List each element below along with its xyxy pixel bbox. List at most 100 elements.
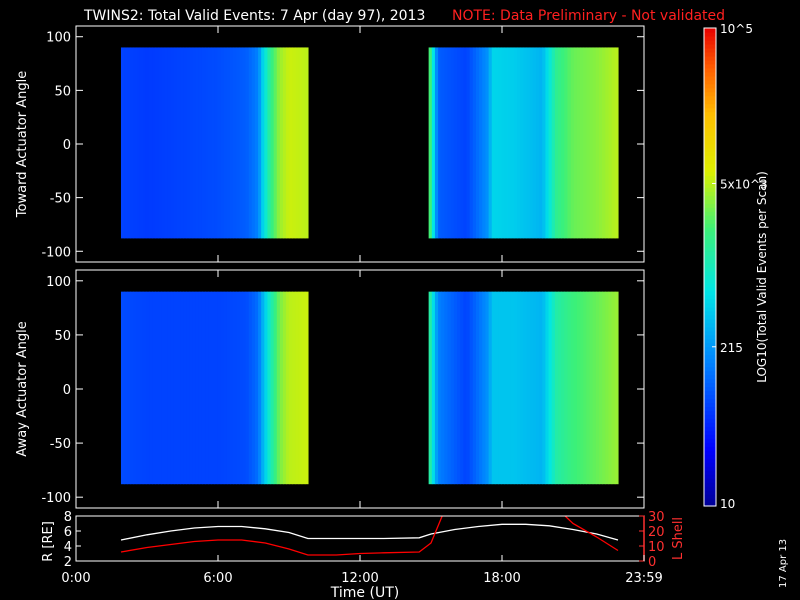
heatmap-cell [444,47,449,239]
heatmap-cell [130,291,135,485]
heatmap-cell [434,291,439,485]
colorbar-swatch [704,35,716,41]
heatmap-cell [472,291,477,485]
heatmap-cell [472,47,477,239]
heatmap-cell [564,47,569,239]
heatmap-cell [124,47,128,239]
heatmap-cell [482,291,487,485]
colorbar-swatch [704,143,716,149]
heatmap-cell [183,47,188,239]
heatmap-cell [304,291,309,485]
heatmap-cell [304,47,309,239]
colorbar-swatch [704,334,716,340]
heatmap-cell [170,47,175,239]
heatmap-cell [286,291,290,485]
heatmap-cell [145,47,150,239]
colorbar-swatch [704,175,716,180]
heatmap-cell [450,47,455,239]
heatmap-cell [136,291,141,485]
heatmap-cell [211,47,216,239]
heatmap-cell [576,47,581,239]
heatmap-cell [539,47,543,239]
heatmap-cell [611,47,616,239]
heatmap-cell [276,47,281,239]
colorbar-swatch [704,123,716,129]
heatmap-cell [535,47,540,239]
y-tick-label: 2 [64,555,72,570]
colorbar-swatch [704,322,716,328]
heatmap-cell [251,291,256,485]
colorbar-swatch [704,350,716,356]
heatmap-cell [217,47,222,239]
heatmap-cell [520,291,524,485]
heatmap-cell [434,47,439,239]
colorbar-swatch [704,59,716,65]
heatmap-cell [158,47,163,239]
colorbar-swatch [704,494,716,499]
heatmap-cell [205,47,209,239]
colorbar-swatch [704,227,716,232]
heatmap-cell [460,291,464,485]
colorbar-swatch [704,338,716,344]
colorbar-swatch [704,358,716,364]
x-tick-label: 18:00 [483,571,520,586]
heatmap-cell [226,291,231,485]
heatmap-cell [164,47,169,239]
heatmap-cell [485,47,490,239]
heatmap-cell [298,47,303,239]
heatmap-cell [580,47,584,239]
colorbar-swatch [704,458,716,463]
heatmap-cell [180,47,184,239]
colorbar-swatch [704,243,716,248]
colorbar-swatch [704,310,716,316]
colorbar-swatch [704,43,716,49]
heatmap-cell [453,291,458,485]
colorbar-swatch [704,179,716,184]
colorbar-swatch [704,167,716,172]
colorbar-swatch [704,67,716,73]
heatmap-cell [133,47,138,239]
colorbar-swatch [704,482,716,487]
heatmap-cell [245,291,250,485]
heatmap-cell [183,291,188,485]
colorbar-swatch [704,63,716,69]
heatmap-cell [270,47,275,239]
heatmap-cell [164,291,169,485]
lshell-line [120,516,619,556]
colorbar-swatch [704,386,716,392]
colorbar-swatch [704,203,716,208]
heatmap-cell [189,291,194,485]
colorbar-swatch [704,438,716,443]
colorbar-swatch [704,183,716,188]
heatmap-cell [295,47,300,239]
heatmap-cell [542,291,546,485]
colorbar-swatch [704,187,716,192]
heatmap-cell [475,47,480,239]
colorbar-swatch [704,235,716,240]
heatmap-cell [139,291,144,485]
heatmap-cell [507,47,512,239]
y-tick-label: 50 [54,84,71,99]
y-tick-label: 6 [64,525,72,540]
heatmap-cell [507,291,512,485]
colorbar-swatch [704,434,716,439]
heatmap-cell [201,291,206,485]
heatmap-cell [180,291,184,485]
heatmap-cell [605,47,610,239]
heatmap-cell [217,291,222,485]
y2-tick-label: 20 [648,525,665,540]
heatmap-cell [608,291,613,485]
heatmap-cell [273,47,278,239]
colorbar-swatch [704,278,716,284]
colorbar-swatch [704,462,716,467]
heatmap-cell [510,291,515,485]
y-tick-label: -50 [50,437,71,452]
colorbar-swatch [704,223,716,228]
colorbar-label: LOG10(Total Valid Events per Scan) [755,171,769,383]
heatmap-cell [124,291,128,485]
colorbar-swatch [704,51,716,57]
heatmap-cell [127,291,131,485]
heatmap-cell [592,291,597,485]
heatmap-cell [279,47,284,239]
colorbar-swatch [704,239,716,244]
